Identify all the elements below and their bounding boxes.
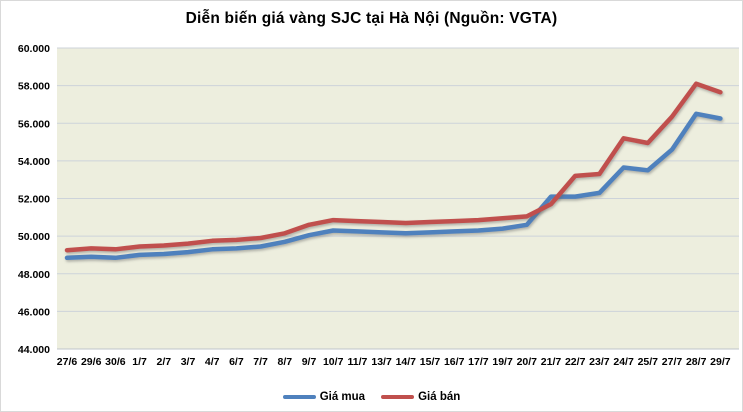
x-axis-label: 11/7 bbox=[347, 356, 367, 368]
legend-label: Giá mua bbox=[319, 391, 366, 403]
x-axis-label: 23/7 bbox=[589, 356, 610, 368]
x-axis-label: 29/7 bbox=[710, 356, 731, 368]
x-axis-label: 2/7 bbox=[156, 356, 171, 368]
x-axis-label: 13/7 bbox=[371, 356, 392, 368]
legend-swatch-giá-bán bbox=[381, 394, 415, 400]
x-axis-label: 17/7 bbox=[468, 356, 489, 368]
x-axis-label: 29/6 bbox=[81, 356, 102, 368]
x-axis-label: 1/7 bbox=[132, 356, 147, 368]
x-axis-label: 14/7 bbox=[396, 356, 417, 368]
x-axis-label: 15/7 bbox=[420, 356, 441, 368]
x-axis-label: 6/7 bbox=[229, 356, 244, 368]
y-axis-label: 44.000 bbox=[18, 344, 50, 356]
x-axis-label: 22/7 bbox=[565, 356, 586, 368]
y-axis-label: 48.000 bbox=[18, 269, 50, 281]
x-axis-label: 24/7 bbox=[613, 356, 634, 368]
x-axis-label: 27/7 bbox=[662, 356, 683, 368]
y-axis-label: 52.000 bbox=[18, 194, 50, 206]
chart-title: Diễn biến giá vàng SJC tại Hà Nội (Nguồn… bbox=[185, 10, 558, 27]
x-axis-label: 21/7 bbox=[541, 356, 562, 368]
x-axis-label: 10/7 bbox=[323, 356, 344, 368]
series-line-giá-mua bbox=[64, 111, 723, 261]
y-axis-label: 58.000 bbox=[18, 81, 50, 93]
legend-label: Giá bán bbox=[418, 391, 461, 403]
x-axis-label: 3/7 bbox=[181, 356, 196, 368]
legend-item: Giá bán bbox=[381, 391, 460, 403]
legend: Giá mua Giá bán bbox=[1, 391, 742, 403]
x-axis-label: 19/7 bbox=[492, 356, 513, 368]
series-line-giá-bán bbox=[64, 81, 723, 253]
x-axis-label: 25/7 bbox=[638, 356, 659, 368]
y-axis-label: 54.000 bbox=[18, 156, 50, 168]
x-axis-label: 7/7 bbox=[253, 356, 268, 368]
legend-item: Giá mua bbox=[282, 391, 366, 403]
x-axis-label: 20/7 bbox=[517, 356, 538, 368]
x-axis-label: 4/7 bbox=[205, 356, 220, 368]
x-axis-label: 27/6 bbox=[57, 356, 78, 368]
x-axis-label: 16/7 bbox=[444, 356, 465, 368]
x-axis-label: 30/6 bbox=[105, 356, 126, 368]
y-axis-label: 56.000 bbox=[18, 118, 50, 130]
y-axis-label: 50.000 bbox=[18, 231, 50, 243]
x-axis-label: 8/7 bbox=[277, 356, 292, 368]
y-axis-label: 46.000 bbox=[18, 306, 50, 318]
x-axis-label: 9/7 bbox=[302, 356, 317, 368]
y-axis-label: 60.000 bbox=[18, 43, 50, 55]
x-axis-label: 28/7 bbox=[686, 356, 707, 368]
legend-swatch-giá-mua bbox=[282, 394, 316, 400]
